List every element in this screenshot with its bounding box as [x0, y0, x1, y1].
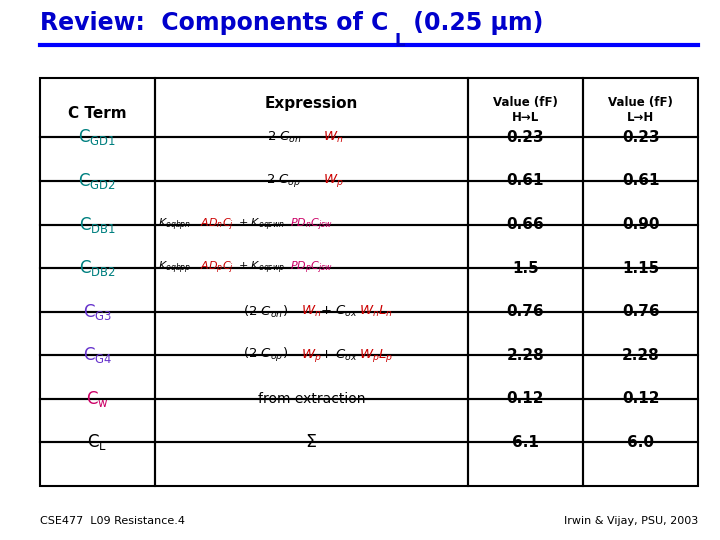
Text: $W_nL_n$: $W_nL_n$ [359, 304, 393, 319]
Text: $\Sigma$: $\Sigma$ [305, 434, 318, 451]
Text: Value (fF): Value (fF) [608, 96, 673, 109]
Text: $2\ C_{op}$: $2\ C_{op}$ [266, 172, 302, 190]
Text: 6.0: 6.0 [627, 435, 654, 450]
Text: $\mathregular{C}_{\mathregular{GD2}}$: $\mathregular{C}_{\mathregular{GD2}}$ [78, 171, 116, 191]
Text: 0.76: 0.76 [622, 304, 660, 319]
Text: C Term: C Term [68, 106, 127, 121]
Text: CSE477  L09 Resistance.4: CSE477 L09 Resistance.4 [40, 516, 184, 526]
Text: $2\ C_{on}$: $2\ C_{on}$ [266, 130, 302, 145]
Text: Value (fF): Value (fF) [493, 96, 558, 109]
Text: $AD_nC_j$: $AD_nC_j$ [199, 217, 233, 233]
Text: $\mathregular{C}_{\mathregular{DB2}}$: $\mathregular{C}_{\mathregular{DB2}}$ [78, 258, 116, 278]
Text: $+\ K_{eqswn}$: $+\ K_{eqswn}$ [238, 217, 285, 233]
Text: 0.23: 0.23 [507, 130, 544, 145]
Text: $W_{n}$: $W_{n}$ [323, 130, 343, 145]
Text: H→L: H→L [512, 111, 539, 124]
Text: $\mathregular{C}_{\mathregular{DB1}}$: $\mathregular{C}_{\mathregular{DB1}}$ [78, 214, 116, 234]
Text: $+\ C_{ox}$: $+\ C_{ox}$ [320, 348, 358, 363]
Text: L: L [395, 32, 405, 50]
Text: $+\ C_{ox}$: $+\ C_{ox}$ [320, 304, 358, 319]
Text: $K_{eqbpp}$: $K_{eqbpp}$ [158, 260, 192, 276]
Text: $(2\ C_{op})$: $(2\ C_{op})$ [243, 346, 289, 364]
Text: $PD_pC_{jsw}$: $PD_pC_{jsw}$ [289, 260, 333, 276]
Text: Expression: Expression [265, 96, 358, 111]
Text: from extraction: from extraction [258, 392, 365, 406]
Text: $(2\ C_{on})$: $(2\ C_{on})$ [243, 303, 289, 320]
Text: Irwin & Vijay, PSU, 2003: Irwin & Vijay, PSU, 2003 [564, 516, 698, 526]
Text: 0.90: 0.90 [622, 217, 660, 232]
Text: $AD_pC_j$: $AD_pC_j$ [199, 260, 233, 276]
Text: $W_{p}$: $W_{p}$ [323, 172, 343, 190]
Text: $\mathregular{C}_{\mathregular{L}}$: $\mathregular{C}_{\mathregular{L}}$ [87, 433, 107, 453]
Text: (0.25 μm): (0.25 μm) [405, 11, 544, 35]
Text: 0.23: 0.23 [622, 130, 660, 145]
Text: 0.12: 0.12 [622, 392, 660, 407]
Text: 2.28: 2.28 [507, 348, 544, 363]
Text: Review:  Components of C: Review: Components of C [40, 11, 388, 35]
Text: $\mathregular{C}_{\mathregular{GD1}}$: $\mathregular{C}_{\mathregular{GD1}}$ [78, 127, 117, 147]
Text: $\mathregular{C}_{\mathregular{w}}$: $\mathregular{C}_{\mathregular{w}}$ [86, 389, 109, 409]
Text: $\mathregular{C}_{\mathregular{G4}}$: $\mathregular{C}_{\mathregular{G4}}$ [83, 345, 112, 365]
Text: $+\ K_{eqswp}$: $+\ K_{eqswp}$ [238, 260, 285, 276]
Text: $PD_nC_{jsw}$: $PD_nC_{jsw}$ [289, 217, 333, 233]
Text: 1.15: 1.15 [622, 261, 660, 275]
Text: $W_p$: $W_p$ [301, 347, 322, 364]
Text: $\mathregular{C}_{\mathregular{G3}}$: $\mathregular{C}_{\mathregular{G3}}$ [83, 302, 112, 322]
Text: $K_{eqbpn}$: $K_{eqbpn}$ [158, 217, 191, 233]
Text: 0.76: 0.76 [507, 304, 544, 319]
Text: $W_pL_p$: $W_pL_p$ [359, 347, 393, 364]
Text: 0.61: 0.61 [622, 173, 660, 188]
Text: 0.61: 0.61 [507, 173, 544, 188]
Text: 1.5: 1.5 [512, 261, 539, 275]
Text: 6.1: 6.1 [512, 435, 539, 450]
Text: $W_n$: $W_n$ [301, 304, 322, 319]
Text: L→H: L→H [627, 111, 654, 124]
Text: 2.28: 2.28 [622, 348, 660, 363]
Text: 0.12: 0.12 [507, 392, 544, 407]
Text: 0.66: 0.66 [507, 217, 544, 232]
